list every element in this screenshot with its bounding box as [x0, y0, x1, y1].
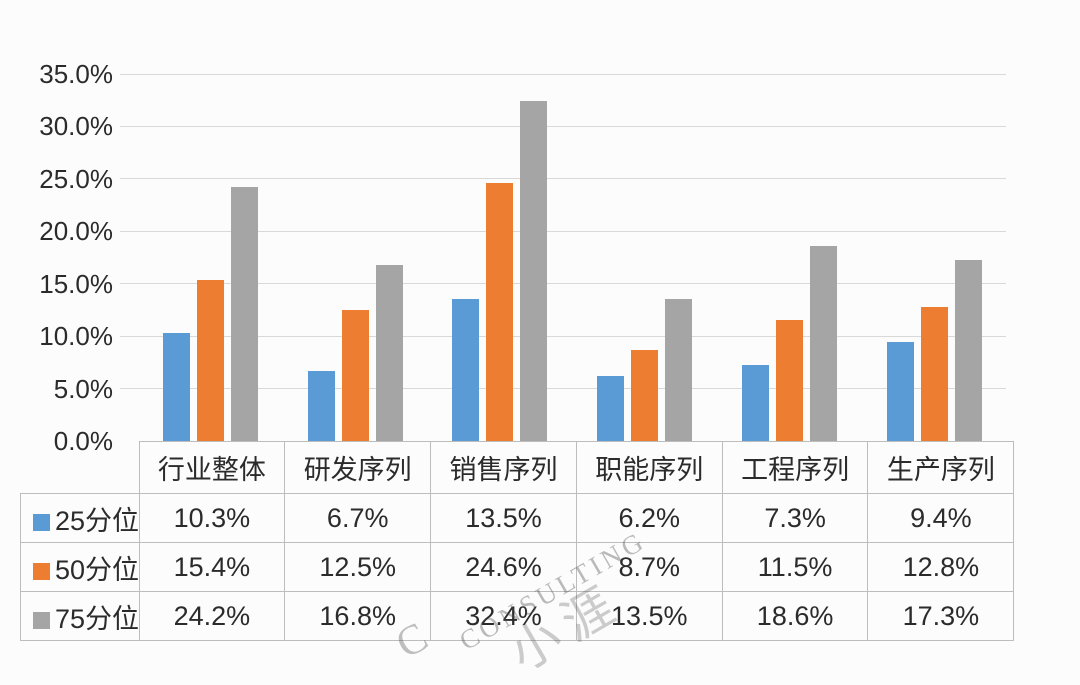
legend-swatch	[33, 562, 50, 580]
bar-25分位-工程序列	[742, 364, 770, 441]
bar-75分位-行业整体	[230, 187, 258, 441]
y-axis-tick-label: 35.0%	[39, 59, 113, 89]
table-corner-spacer	[21, 442, 140, 494]
y-axis-tick-label: 0.0%	[53, 426, 113, 456]
table-value: 6.2%	[575, 493, 723, 543]
bar-75分位-销售序列	[520, 101, 548, 441]
bar-50分位-工程序列	[776, 320, 804, 441]
bar-75分位-研发序列	[375, 264, 403, 441]
y-axis-tick-label: 25.0%	[39, 163, 113, 194]
bar-50分位-行业整体	[196, 279, 224, 441]
legend-cell-50分位: 50分位	[20, 542, 140, 592]
table-value: 8.7%	[575, 542, 723, 592]
gridline	[120, 388, 1006, 390]
table-value: 10.3%	[138, 493, 286, 543]
bar-group-工程序列	[717, 74, 862, 441]
gridline	[120, 230, 1006, 232]
data-table: 行业整体 研发序列 销售序列 职能序列 工程序列 生产序列 25分位 10.3% 6.7% 13.…	[20, 441, 1015, 641]
legend-swatch	[33, 513, 50, 531]
bar-group-职能序列	[572, 74, 717, 441]
category-header: 生产序列	[867, 441, 1015, 494]
y-axis-tick-label: 20.0%	[39, 216, 113, 247]
bar-group-销售序列	[428, 74, 573, 441]
legend-cell-25分位: 25分位	[20, 493, 140, 543]
bar-25分位-行业整体	[162, 333, 190, 441]
bar-50分位-职能序列	[631, 349, 659, 441]
legend-swatch	[33, 611, 50, 629]
bar-25分位-研发序列	[307, 370, 335, 441]
category-header: 研发序列	[284, 441, 432, 494]
table-value: 6.7%	[284, 493, 432, 543]
bar-75分位-工程序列	[810, 246, 838, 441]
bar-group-研发序列	[283, 74, 428, 441]
series-name: 50分位	[55, 554, 139, 585]
table-value: 13.5%	[430, 493, 577, 543]
bar-50分位-研发序列	[341, 309, 369, 441]
series-name: 75分位	[55, 603, 139, 634]
series-name: 25分位	[55, 505, 139, 536]
chart-canvas: 0.0% 5.0% 10.0% 15.0% 20.0% 25.0% 30.0% 35.0% 行…	[20, 59, 1015, 682]
category-header: 行业整体	[138, 441, 286, 494]
bar-50分位-销售序列	[486, 183, 514, 441]
y-axis-tick-label: 30.0%	[39, 111, 113, 142]
gridline	[120, 125, 1006, 127]
gridline	[120, 73, 1006, 75]
gridline	[120, 178, 1006, 180]
y-axis-tick-label: 5.0%	[53, 373, 113, 404]
table-value: 32.4%	[430, 591, 577, 641]
bar-25分位-职能序列	[597, 376, 625, 441]
table-value: 12.8%	[867, 542, 1015, 592]
bar-group-行业整体	[138, 74, 283, 441]
bar-25分位-生产序列	[886, 342, 914, 441]
y-axis-tick-label: 10.0%	[39, 321, 113, 352]
table-value: 11.5%	[721, 542, 869, 592]
table-value: 24.6%	[430, 542, 577, 592]
bar-25分位-销售序列	[452, 299, 480, 441]
category-header: 销售序列	[430, 441, 577, 494]
legend-cell-75分位: 75分位	[20, 591, 140, 641]
bar-group-生产序列	[862, 74, 1007, 441]
category-header: 工程序列	[721, 441, 869, 494]
gridline	[120, 335, 1006, 337]
table-value: 15.4%	[138, 542, 286, 592]
table-value: 18.6%	[721, 591, 869, 641]
table-value: 13.5%	[575, 591, 723, 641]
table-value: 17.3%	[867, 591, 1015, 641]
gridline	[120, 283, 1006, 285]
table-value: 7.3%	[721, 493, 869, 543]
bar-75分位-职能序列	[665, 299, 693, 441]
bar-50分位-生产序列	[920, 306, 948, 441]
table-value: 12.5%	[284, 542, 432, 592]
table-value: 24.2%	[138, 591, 286, 641]
y-axis-tick-label: 15.0%	[39, 268, 113, 299]
table-value: 9.4%	[867, 493, 1015, 543]
bar-75分位-生产序列	[954, 259, 982, 441]
category-header: 职能序列	[575, 441, 723, 494]
table-value: 16.8%	[284, 591, 432, 641]
